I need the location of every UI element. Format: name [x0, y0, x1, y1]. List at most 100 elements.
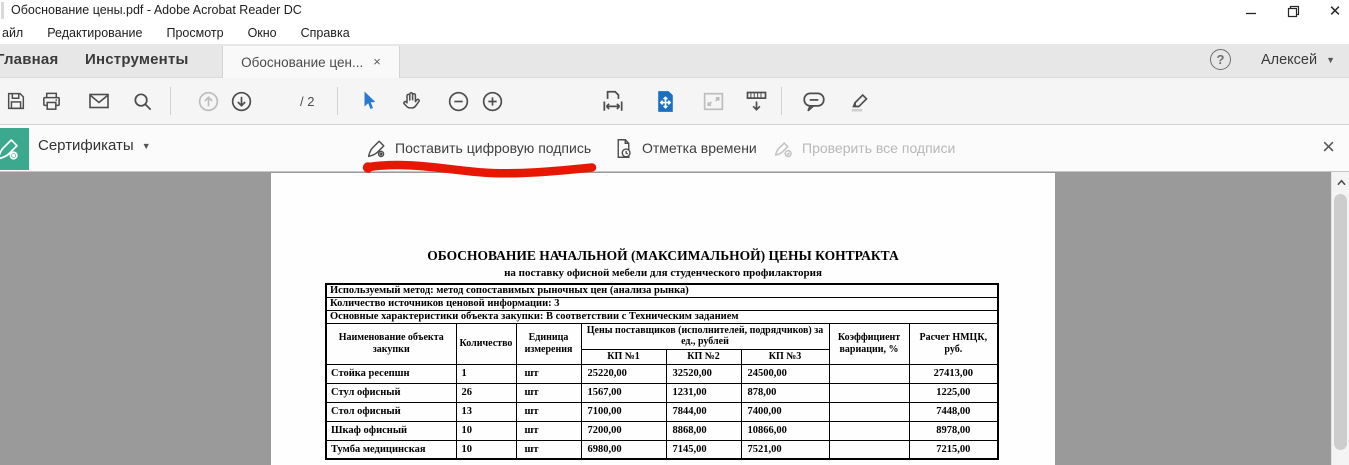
hand-tool-button[interactable] [398, 78, 426, 124]
fit-page-button-active[interactable] [650, 78, 680, 124]
menu-window[interactable]: Окно [247, 26, 277, 40]
document-canvas[interactable]: ОБОСНОВАНИЕ НАЧАЛЬНОЙ (МАКСИМАЛЬНОЙ) ЦЕН… [0, 172, 1349, 465]
cell-name: Стол офисный [325, 401, 457, 422]
info-row: Количество источников ценовой информации… [325, 296, 999, 311]
tab-bar: Главная Инструменты Обоснование цен... ×… [0, 44, 1349, 78]
restore-button[interactable] [1285, 3, 1301, 19]
hide-toolbar-button[interactable] [740, 78, 772, 124]
vertical-scrollbar[interactable] [1331, 172, 1349, 465]
save-button[interactable] [3, 78, 29, 124]
certificates-menu[interactable]: Сертификаты ▼ [38, 137, 151, 154]
tab-tools[interactable]: Инструменты [85, 51, 189, 68]
fullscreen-button[interactable] [698, 78, 728, 124]
cell-coeff [828, 382, 910, 403]
chevron-down-icon: ▼ [141, 140, 151, 151]
cell-unit: шт [515, 439, 582, 460]
document-title: ОБОСНОВАНИЕ НАЧАЛЬНОЙ (МАКСИМАЛЬНОЙ) ЦЕН… [427, 248, 899, 263]
cell-kp2: 7145,00 [665, 439, 742, 460]
next-page-button[interactable] [227, 78, 255, 124]
cell-coeff [828, 401, 910, 422]
cell-kp3: 24500,00 [740, 363, 830, 384]
cell-kp2: 8868,00 [665, 420, 742, 441]
pdf-page: ОБОСНОВАНИЕ НАЧАЛЬНОЙ (МАКСИМАЛЬНОЙ) ЦЕН… [271, 173, 1055, 465]
cell-coeff [828, 363, 910, 384]
main-toolbar: 1 / 2 60,9% ▼ [0, 78, 1349, 193]
cell-kp3: 7521,00 [740, 439, 830, 460]
highlight-tool-button[interactable] [844, 78, 876, 124]
menu-help[interactable]: Справка [300, 26, 350, 40]
validate-pen-check-icon [773, 138, 794, 159]
cell-kp1: 6980,00 [580, 439, 667, 460]
cell-kp1: 7200,00 [580, 420, 667, 441]
cell-kp1: 7100,00 [580, 401, 667, 422]
info-label: Используемый метод: [330, 285, 434, 297]
timestamp-label: Отметка времени [642, 140, 757, 156]
col-header-prices-group: Цены поставщиков (исполнителей, подрядчи… [580, 322, 830, 351]
cell-name: Тумба медицинская [325, 439, 457, 460]
cell-nmck: 27413,00 [908, 363, 999, 384]
table-header-row: Наименование объекта закупки Количество … [325, 322, 999, 365]
cell-qty: 26 [455, 382, 517, 403]
chevron-down-icon: ▼ [1326, 54, 1335, 65]
cell-name: Шкаф офисный [325, 420, 457, 441]
comment-tool-button[interactable] [798, 78, 830, 124]
menu-edit[interactable]: Редактирование [47, 26, 143, 40]
cell-nmck: 8978,00 [908, 420, 999, 441]
col-header-name: Наименование объекта закупки [325, 322, 457, 365]
cell-unit: шт [515, 382, 582, 403]
cell-coeff [828, 439, 910, 460]
info-value: метод сопоставимых рыночных цен (анализа… [433, 285, 689, 297]
digitally-sign-label: Поставить цифровую подпись [395, 140, 592, 156]
info-row: Используемый метод: метод сопоставимых р… [325, 283, 999, 298]
menu-file[interactable]: айл [2, 26, 24, 40]
tab-home[interactable]: Главная [0, 51, 59, 68]
cell-nmck: 1225,00 [908, 382, 999, 403]
user-menu[interactable]: Алексей ▼ [1261, 52, 1335, 68]
info-label: Основные характеристики объекта закупки: [330, 311, 544, 322]
tab-document[interactable]: Обоснование цен... × [222, 46, 400, 78]
search-icon[interactable] [129, 78, 155, 124]
col-header-unit: Единица измерения [515, 322, 582, 365]
validate-signatures-button[interactable]: Проверить все подписи [773, 125, 955, 171]
cell-kp1: 25220,00 [580, 363, 667, 384]
table-row: Тумба медицинская 10 шт 6980,00 7145,00 … [325, 439, 999, 460]
cell-qty: 13 [455, 401, 517, 422]
certificates-menu-label: Сертификаты [38, 137, 134, 154]
cell-qty: 10 [455, 439, 517, 460]
tab-close-icon[interactable]: × [373, 54, 381, 69]
table-row: Стойка ресепшн 1 шт 25220,00 32520,00 24… [325, 363, 999, 384]
zoom-out-button[interactable] [444, 78, 472, 124]
help-icon[interactable]: ? [1209, 49, 1231, 70]
cell-unit: шт [515, 420, 582, 441]
cell-kp2: 32520,00 [665, 363, 742, 384]
cell-coeff [828, 420, 910, 441]
cell-nmck: 7215,00 [908, 439, 999, 460]
minimize-button[interactable] [1243, 3, 1259, 19]
timestamp-button[interactable]: Отметка времени [613, 125, 757, 171]
scroll-up-icon[interactable] [1332, 175, 1349, 189]
print-button[interactable] [38, 78, 64, 124]
info-label: Количество источников ценовой информации… [330, 298, 552, 309]
cell-kp3: 10866,00 [740, 420, 830, 441]
scrollbar-thumb[interactable] [1334, 194, 1347, 450]
tab-document-label: Обоснование цен... [241, 54, 364, 70]
menu-bar: айл Редактирование Просмотр Окно Справка [0, 22, 1349, 44]
cell-kp2: 1231,00 [665, 382, 742, 403]
fit-width-button[interactable] [598, 78, 628, 124]
menu-view[interactable]: Просмотр [166, 26, 224, 40]
document-subtitle: на поставку офисной мебели для студенчес… [504, 267, 822, 279]
col-header-coefficient: Коэффициент вариации, % [828, 322, 910, 365]
col-header-kp2: КП №2 [665, 349, 742, 365]
close-window-button[interactable]: ✕ [1328, 2, 1342, 20]
email-button[interactable] [85, 78, 113, 124]
cell-unit: шт [515, 401, 582, 422]
digitally-sign-button[interactable]: Поставить цифровую подпись [366, 125, 591, 171]
page-total-label: / 2 [300, 93, 315, 109]
previous-page-button[interactable] [194, 78, 222, 124]
select-tool-button[interactable] [355, 78, 383, 124]
zoom-in-button[interactable] [478, 78, 506, 124]
close-certificates-bar-icon[interactable]: × [1322, 134, 1335, 159]
cell-qty: 1 [455, 363, 517, 384]
user-name: Алексей [1260, 51, 1318, 68]
